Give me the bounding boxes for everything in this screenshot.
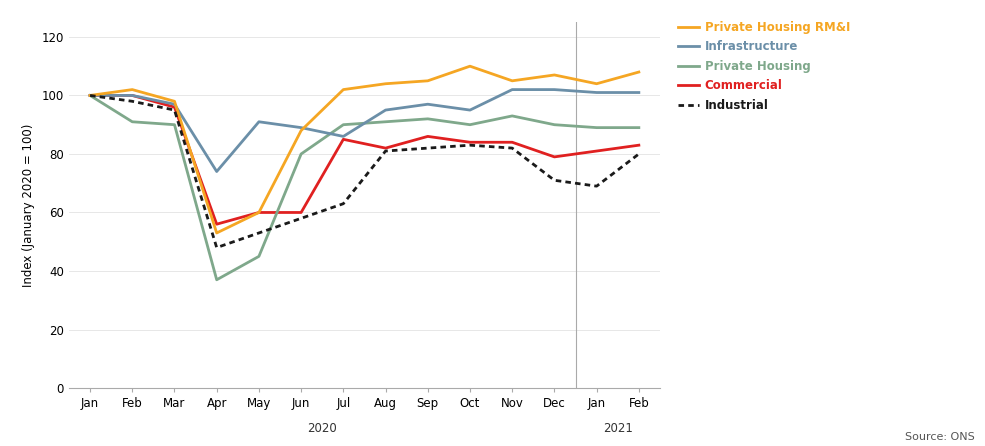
Text: 2020: 2020 bbox=[307, 422, 337, 435]
Y-axis label: Index (January 2020 = 100): Index (January 2020 = 100) bbox=[22, 124, 34, 287]
Text: 2021: 2021 bbox=[603, 422, 632, 435]
Text: Source: ONS: Source: ONS bbox=[905, 432, 975, 442]
Legend: Private Housing RM&I, Infrastructure, Private Housing, Commercial, Industrial: Private Housing RM&I, Infrastructure, Pr… bbox=[678, 21, 850, 112]
